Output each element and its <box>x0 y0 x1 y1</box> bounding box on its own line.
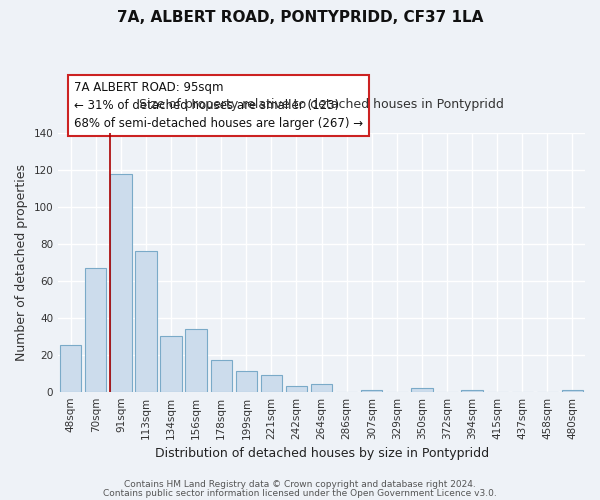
Bar <box>361 390 382 392</box>
Bar <box>211 360 232 392</box>
Bar <box>286 386 307 392</box>
Bar <box>185 329 207 392</box>
Title: Size of property relative to detached houses in Pontypridd: Size of property relative to detached ho… <box>139 98 504 111</box>
X-axis label: Distribution of detached houses by size in Pontypridd: Distribution of detached houses by size … <box>155 447 488 460</box>
Bar <box>85 268 106 392</box>
Y-axis label: Number of detached properties: Number of detached properties <box>15 164 28 361</box>
Text: Contains public sector information licensed under the Open Government Licence v3: Contains public sector information licen… <box>103 488 497 498</box>
Bar <box>461 390 483 392</box>
Bar <box>110 174 131 392</box>
Text: 7A, ALBERT ROAD, PONTYPRIDD, CF37 1LA: 7A, ALBERT ROAD, PONTYPRIDD, CF37 1LA <box>117 10 483 25</box>
Text: 7A ALBERT ROAD: 95sqm
← 31% of detached houses are smaller (123)
68% of semi-det: 7A ALBERT ROAD: 95sqm ← 31% of detached … <box>74 82 363 130</box>
Bar <box>160 336 182 392</box>
Bar <box>236 372 257 392</box>
Bar <box>136 251 157 392</box>
Bar <box>261 375 282 392</box>
Text: Contains HM Land Registry data © Crown copyright and database right 2024.: Contains HM Land Registry data © Crown c… <box>124 480 476 489</box>
Bar <box>60 346 82 392</box>
Bar <box>411 388 433 392</box>
Bar <box>562 390 583 392</box>
Bar <box>311 384 332 392</box>
